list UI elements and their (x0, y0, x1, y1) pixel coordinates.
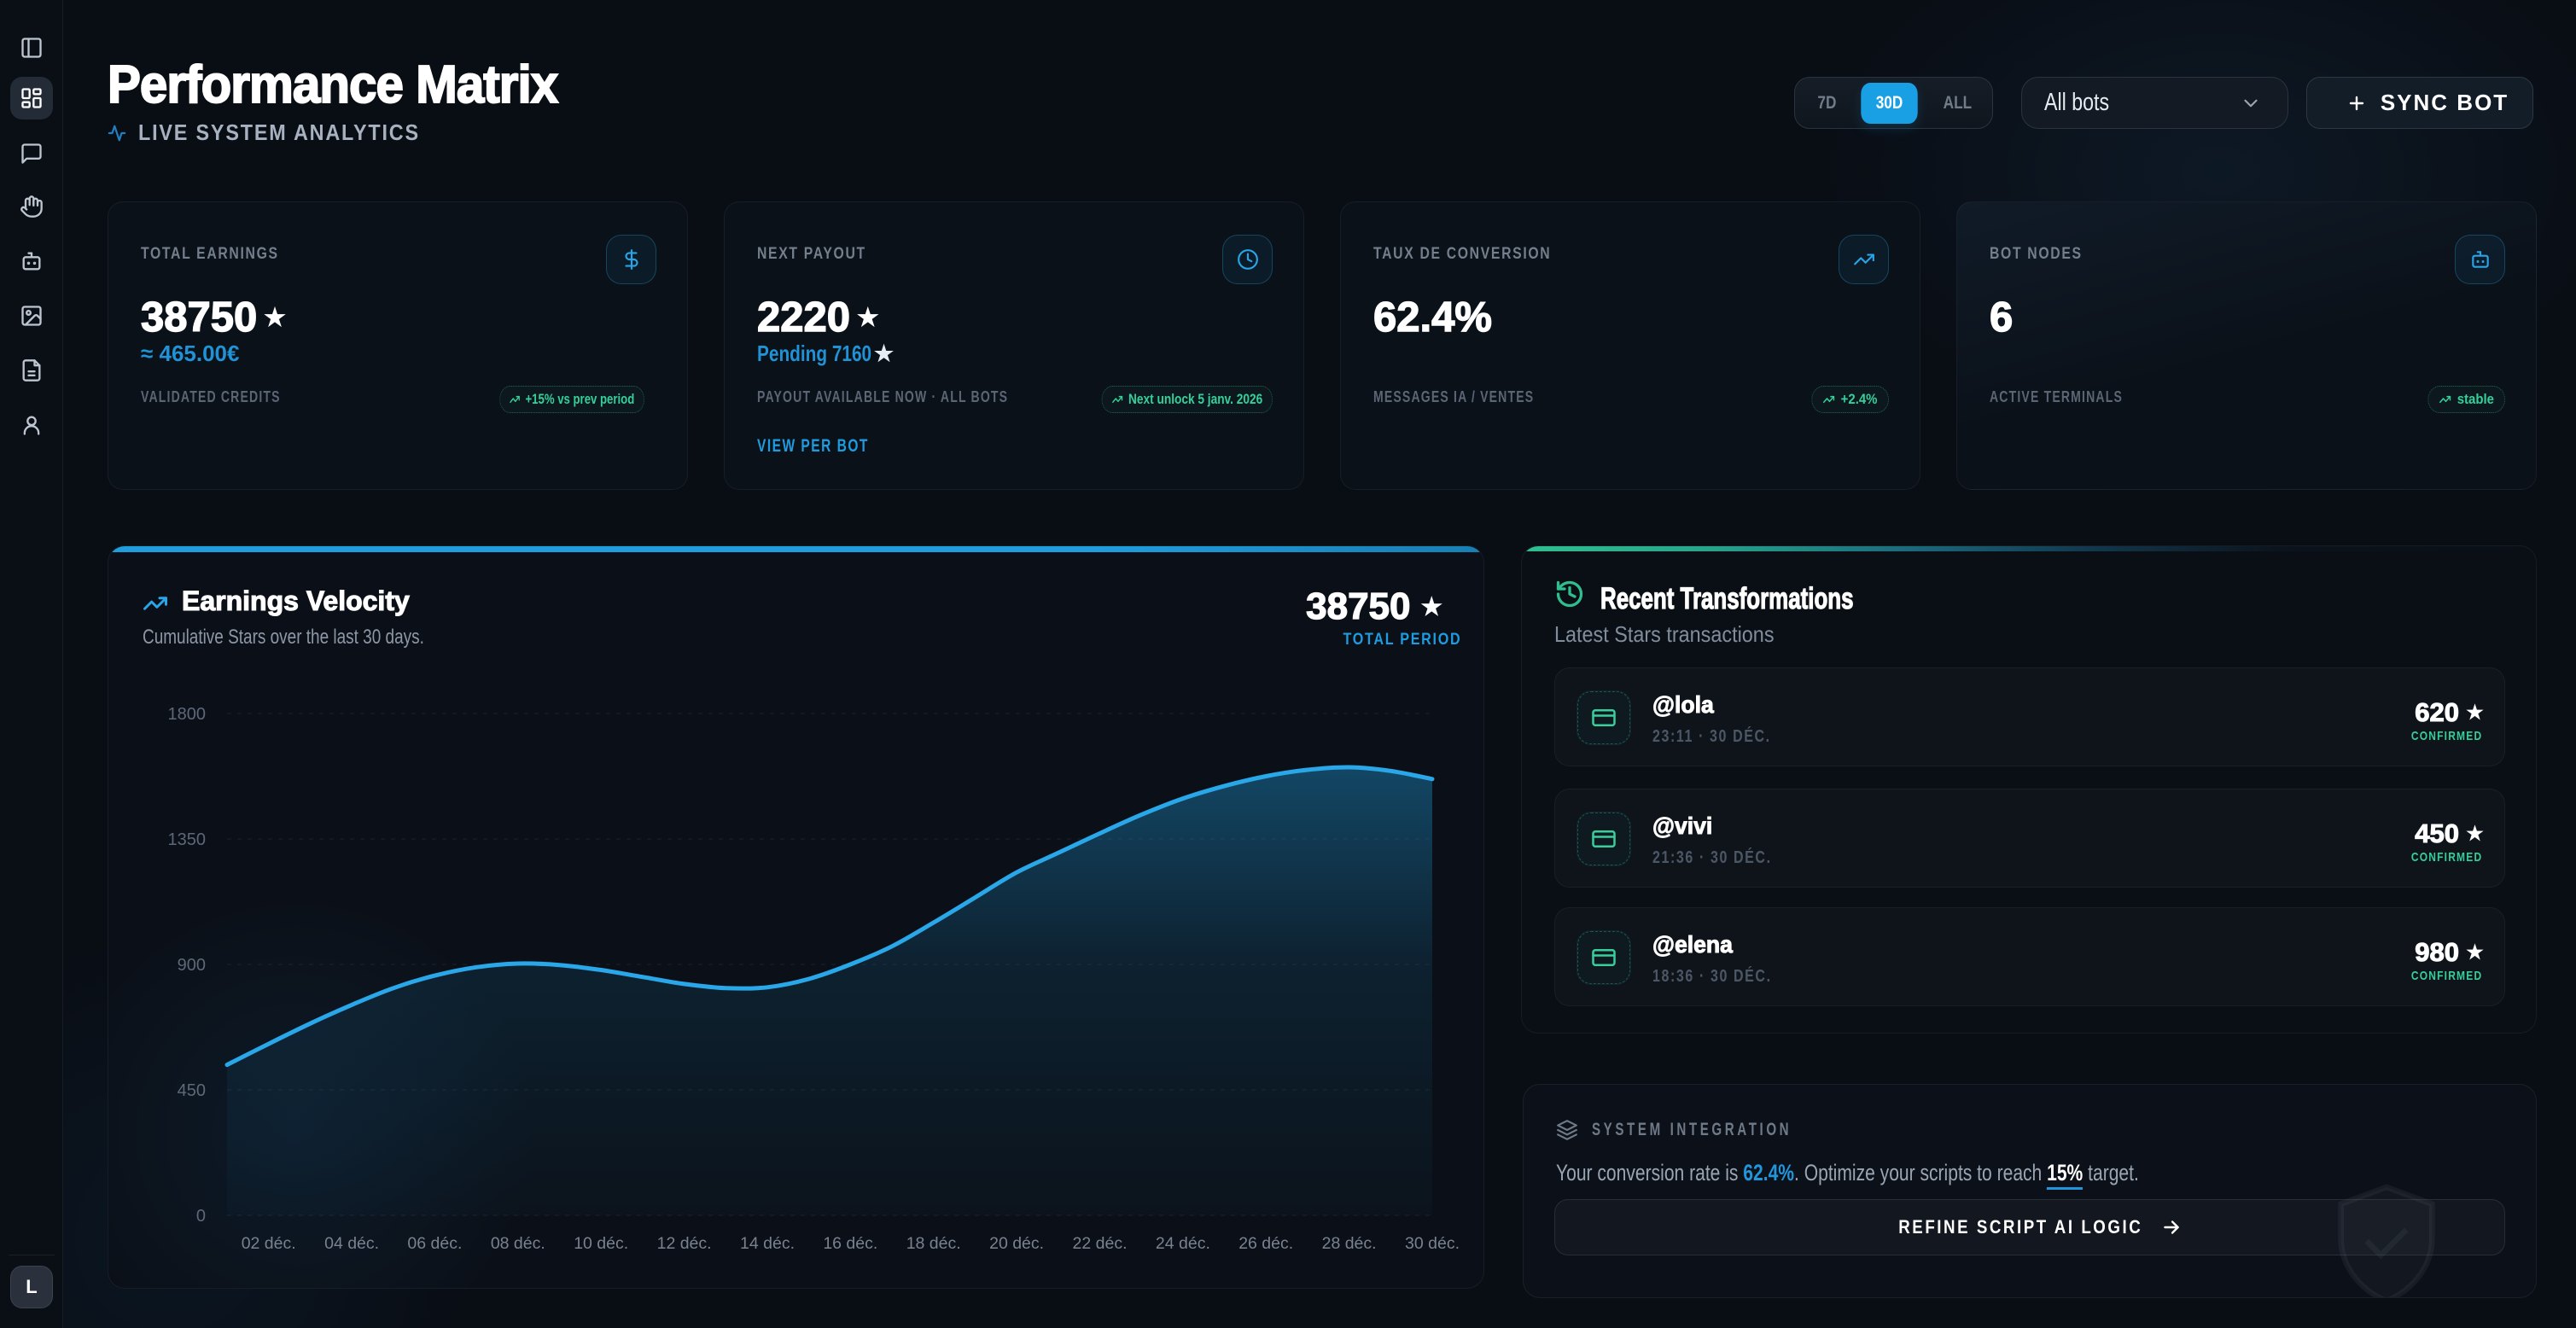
svg-text:10 déc.: 10 déc. (574, 1234, 628, 1253)
svg-text:26 déc.: 26 déc. (1238, 1234, 1293, 1253)
svg-text:1350: 1350 (168, 830, 207, 849)
svg-text:24 déc.: 24 déc. (1156, 1234, 1210, 1253)
svg-text:08 déc.: 08 déc. (491, 1234, 545, 1253)
svg-text:12 déc.: 12 déc. (657, 1234, 712, 1253)
svg-text:14 déc.: 14 déc. (740, 1234, 795, 1253)
svg-text:1800: 1800 (168, 705, 207, 724)
svg-text:20 déc.: 20 déc. (989, 1234, 1044, 1253)
svg-text:04 déc.: 04 déc. (324, 1234, 379, 1253)
svg-text:900: 900 (178, 956, 206, 975)
svg-text:16 déc.: 16 déc. (823, 1234, 877, 1253)
svg-text:18 déc.: 18 déc. (906, 1234, 961, 1253)
svg-text:02 déc.: 02 déc. (242, 1234, 296, 1253)
svg-text:06 déc.: 06 déc. (407, 1234, 462, 1253)
svg-text:28 déc.: 28 déc. (1322, 1234, 1377, 1253)
svg-text:0: 0 (196, 1207, 206, 1226)
svg-text:450: 450 (178, 1081, 206, 1100)
svg-text:30 déc.: 30 déc. (1405, 1234, 1460, 1253)
svg-text:22 déc.: 22 déc. (1073, 1234, 1128, 1253)
